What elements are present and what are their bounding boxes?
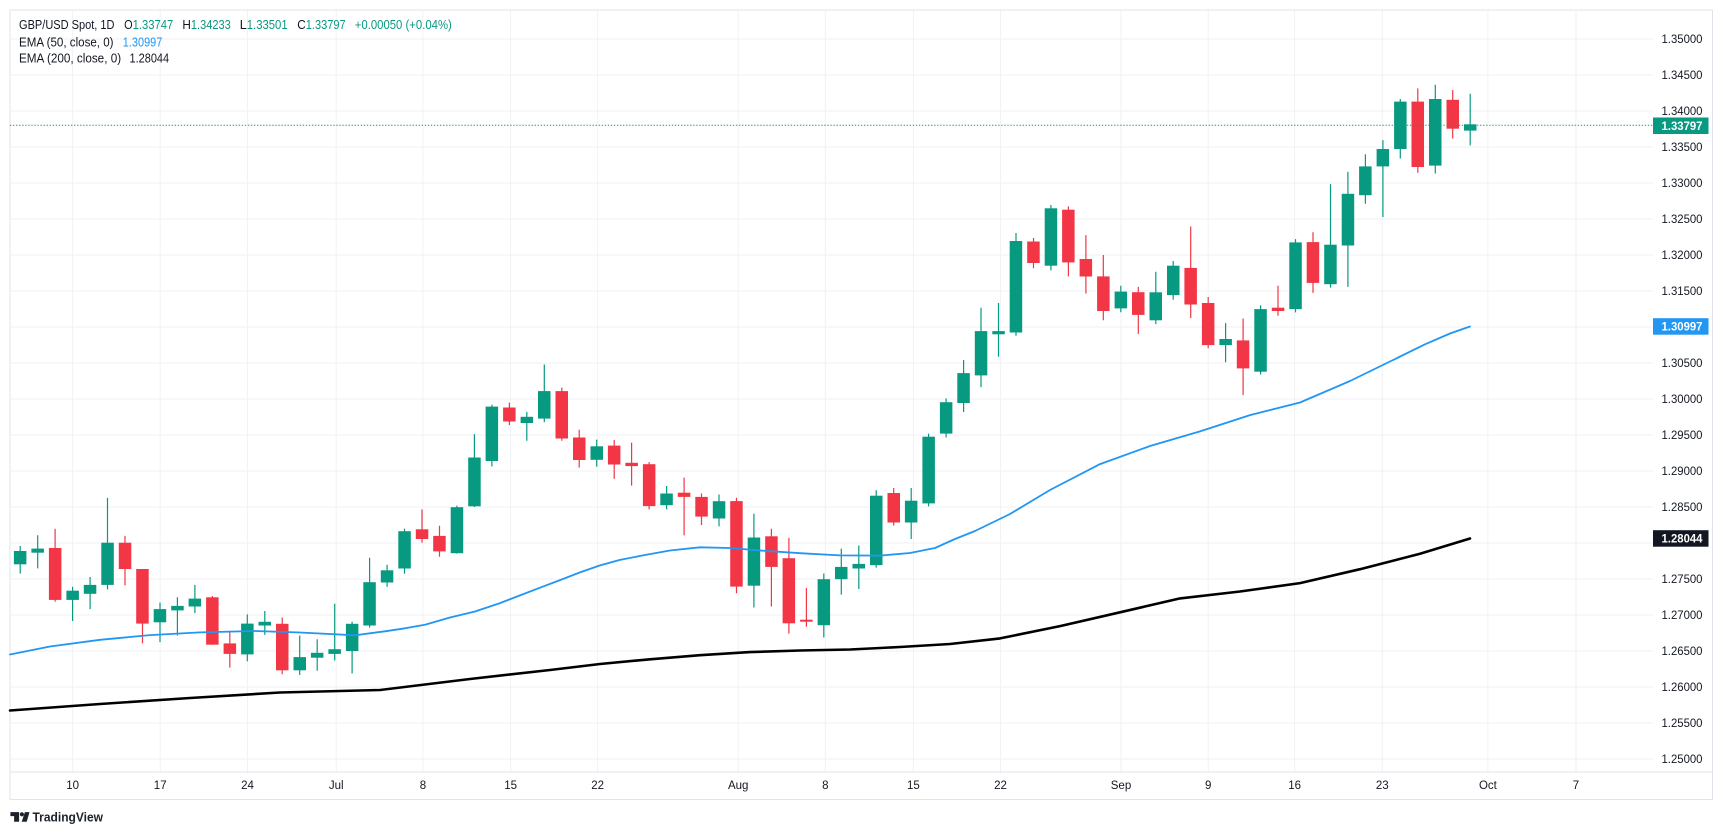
svg-text:1.33797: 1.33797 — [1662, 121, 1703, 133]
svg-text:EMA (200, close, 0): EMA (200, close, 0) — [19, 52, 121, 66]
svg-text:TradingView: TradingView — [33, 809, 104, 824]
svg-text:1.26000: 1.26000 — [1662, 682, 1703, 694]
svg-text:1.33000: 1.33000 — [1662, 178, 1703, 190]
svg-text:1.34500: 1.34500 — [1662, 70, 1703, 82]
svg-text:9: 9 — [1205, 780, 1211, 792]
svg-text:Oct: Oct — [1479, 780, 1498, 792]
svg-text:Aug: Aug — [728, 780, 748, 792]
svg-text:22: 22 — [591, 780, 604, 792]
svg-text:15: 15 — [504, 780, 517, 792]
svg-text:1.35000: 1.35000 — [1662, 34, 1703, 46]
svg-text:1.28044: 1.28044 — [1662, 534, 1704, 546]
svg-text:24: 24 — [241, 780, 254, 792]
svg-text:1.29000: 1.29000 — [1662, 466, 1703, 478]
svg-text:1.30500: 1.30500 — [1662, 358, 1703, 370]
svg-text:Jul: Jul — [329, 780, 344, 792]
svg-text:15: 15 — [907, 780, 920, 792]
svg-text:1.28044: 1.28044 — [130, 52, 170, 66]
svg-text:1.26500: 1.26500 — [1662, 646, 1703, 658]
svg-text:Sep: Sep — [1111, 780, 1131, 792]
svg-text:17: 17 — [154, 780, 167, 792]
svg-text:1.33501: 1.33501 — [247, 18, 288, 32]
svg-text:1.33797: 1.33797 — [306, 18, 346, 32]
svg-text:1.33747: 1.33747 — [133, 18, 174, 32]
svg-text:1.30000: 1.30000 — [1662, 394, 1703, 406]
svg-text:1.32500: 1.32500 — [1662, 214, 1703, 226]
svg-text:O: O — [124, 18, 133, 32]
svg-text:1.30997: 1.30997 — [123, 36, 163, 50]
svg-text:1.33500: 1.33500 — [1662, 142, 1703, 154]
svg-text:22: 22 — [994, 780, 1007, 792]
svg-text:1.25500: 1.25500 — [1662, 718, 1703, 730]
svg-text:EMA (50, close, 0): EMA (50, close, 0) — [19, 36, 114, 50]
svg-text:H: H — [182, 18, 191, 32]
svg-text:1.30997: 1.30997 — [1662, 322, 1703, 334]
svg-text:23: 23 — [1376, 780, 1389, 792]
svg-text:+0.00050 (+0.04%): +0.00050 (+0.04%) — [355, 18, 452, 32]
svg-text:1.32000: 1.32000 — [1662, 250, 1703, 262]
svg-text:16: 16 — [1288, 780, 1301, 792]
svg-text:1.27500: 1.27500 — [1662, 574, 1703, 586]
svg-text:10: 10 — [66, 780, 79, 792]
svg-text:1.28500: 1.28500 — [1662, 502, 1703, 514]
svg-text:1.34233: 1.34233 — [191, 18, 231, 32]
svg-text:8: 8 — [420, 780, 426, 792]
svg-text:1.31500: 1.31500 — [1662, 286, 1703, 298]
svg-text:1.27000: 1.27000 — [1662, 610, 1703, 622]
svg-text:L: L — [240, 18, 247, 32]
svg-text:7: 7 — [1573, 780, 1579, 792]
svg-text:8: 8 — [822, 780, 828, 792]
svg-text:1.34000: 1.34000 — [1662, 106, 1703, 118]
svg-text:1.25000: 1.25000 — [1662, 754, 1703, 766]
svg-text:C: C — [297, 18, 306, 32]
svg-text:1.29500: 1.29500 — [1662, 430, 1703, 442]
svg-text:GBP/USD Spot, 1D: GBP/USD Spot, 1D — [19, 18, 115, 32]
